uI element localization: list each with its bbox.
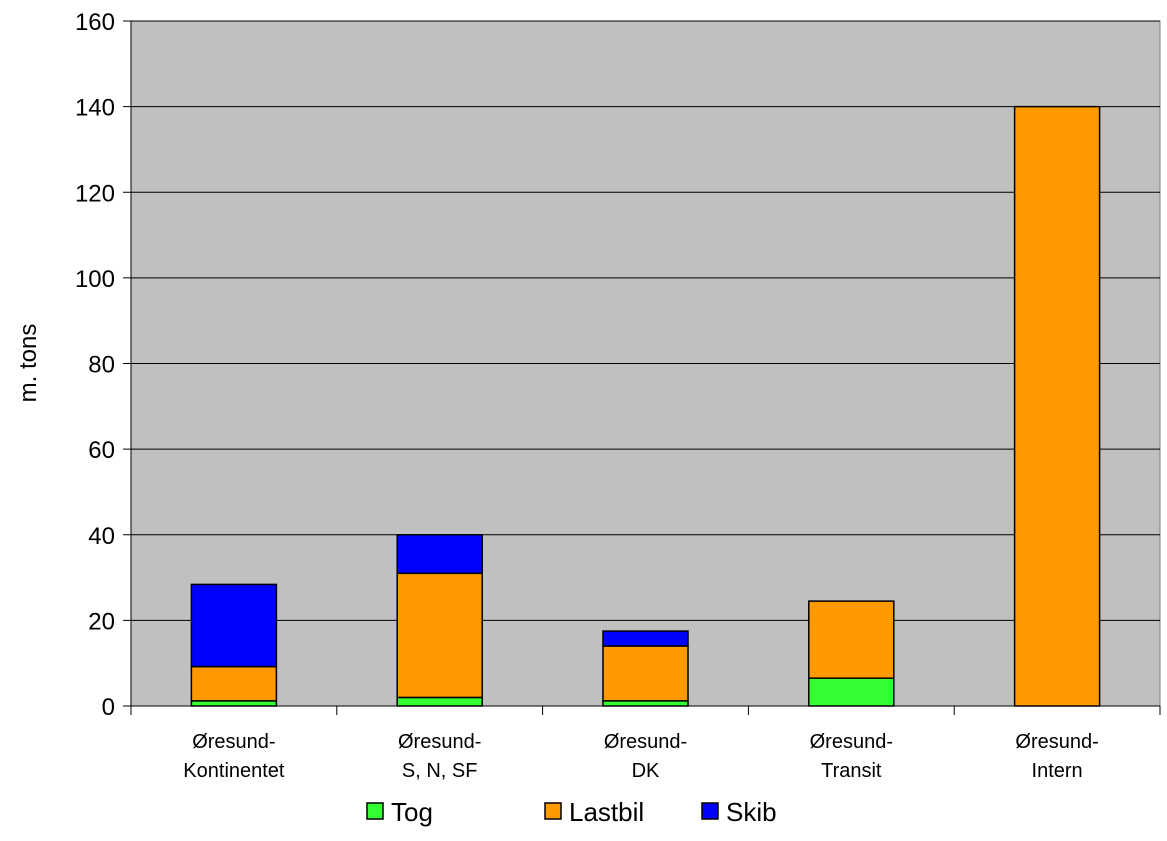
legend-swatch-lastbil	[544, 802, 562, 820]
y-tick-label: 140	[75, 95, 115, 122]
bar-tog-2	[602, 700, 689, 707]
bar-lastbil-0	[190, 665, 278, 702]
x-tick-label: Øresund-	[192, 731, 275, 753]
bar-tog-0	[190, 700, 278, 707]
bar-lastbil-4	[1013, 105, 1101, 707]
x-tick-label: Transit	[821, 760, 882, 782]
legend-swatch-skib	[701, 802, 719, 820]
axes	[123, 20, 1161, 715]
y-axis-label: m. tons	[15, 324, 42, 403]
y-tick-label: 80	[88, 352, 115, 379]
x-tick-label: Intern	[1032, 760, 1083, 782]
y-tick-labels: 0 20 40 60 80 100 120 140 160	[75, 9, 115, 721]
legend-label-tog: Tog	[391, 797, 433, 827]
bar-skib-2	[602, 630, 689, 647]
bar-lastbil-3	[808, 600, 895, 679]
bar-tog-3	[808, 677, 895, 707]
bar-skib-0	[190, 583, 278, 668]
y-tick-label: 20	[88, 608, 115, 635]
x-tick-label: Øresund-	[604, 731, 687, 753]
legend-label-skib: Skib	[726, 797, 777, 827]
legend-label-lastbil: Lastbil	[569, 797, 644, 827]
legend-swatch-tog	[366, 802, 384, 820]
y-tick-label: 100	[75, 266, 115, 293]
bar-lastbil-1	[396, 572, 483, 699]
gridlines	[131, 20, 1160, 621]
x-tick-label: Kontinentet	[183, 760, 285, 782]
bar-skib-1	[396, 534, 483, 575]
x-tick-label: DK	[632, 760, 660, 782]
x-tick-labels: Øresund- Kontinentet Øresund- S, N, SF Øresu…	[183, 731, 1098, 782]
y-tick-label: 40	[88, 523, 115, 550]
x-tick-label: Øresund-	[810, 731, 893, 753]
legend: Tog Lastbil Skib	[366, 797, 777, 827]
x-tick-label: Øresund-	[1015, 731, 1098, 753]
x-tick-label: S, N, SF	[402, 760, 478, 782]
y-tick-label: 120	[75, 180, 115, 207]
y-tick-label: 0	[102, 694, 115, 721]
y-tick-label: 60	[88, 437, 115, 464]
bar-lastbil-2	[602, 645, 689, 702]
bars	[190, 105, 1101, 707]
x-tick-label: Øresund-	[398, 731, 481, 753]
bar-tog-1	[396, 696, 483, 707]
y-tick-label: 160	[75, 9, 115, 36]
